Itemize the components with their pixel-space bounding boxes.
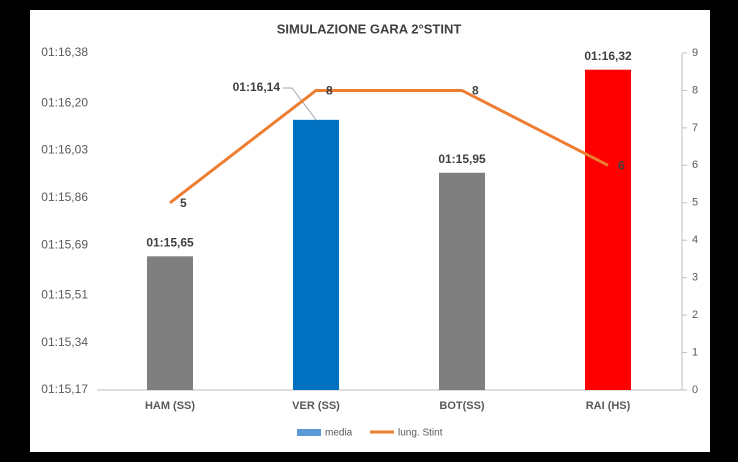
data-label: 5: [180, 196, 187, 210]
bar: [585, 69, 631, 390]
data-label: 01:16,14: [233, 80, 281, 94]
y-tick-label: 01:16,38: [41, 45, 88, 59]
y-tick-label: 01:16,03: [41, 143, 88, 157]
data-label: 01:15,95: [438, 152, 486, 166]
y2-tick-label: 4: [692, 234, 698, 246]
data-label: 8: [472, 84, 479, 98]
y-tick-label: 01:16,20: [41, 95, 88, 109]
data-label: 01:15,65: [146, 235, 194, 249]
y2-tick-label: 6: [692, 159, 698, 171]
legend-label: media: [325, 428, 353, 439]
y2-tick-label: 7: [692, 122, 698, 134]
y2-tick-label: 2: [692, 309, 698, 321]
y2-tick-label: 3: [692, 272, 698, 284]
bar: [439, 172, 485, 390]
bar: [147, 256, 193, 390]
leader-line: [283, 87, 317, 121]
y-tick-label: 01:15,17: [41, 382, 88, 396]
data-label: 01:16,32: [584, 49, 632, 63]
x-tick-label: RAI (HS): [586, 400, 631, 412]
y-tick-label: 01:15,86: [41, 190, 88, 204]
chart-title: SIMULAZIONE GARA 2°STINT: [277, 21, 462, 36]
data-label: 8: [326, 84, 333, 98]
x-tick-label: BOT(SS): [439, 400, 485, 412]
y2-tick-label: 5: [692, 197, 698, 209]
x-tick-label: HAM (SS): [145, 400, 195, 412]
y-tick-label: 01:15,51: [41, 287, 88, 301]
line: [169, 88, 609, 204]
y2-tick-label: 0: [692, 384, 698, 396]
legend-label: lung. Stint: [398, 428, 443, 439]
bar: [293, 119, 339, 391]
x-tick-label: VER (SS): [292, 400, 340, 412]
y2-tick-label: 9: [692, 47, 698, 59]
y2-tick-label: 8: [692, 84, 698, 96]
legend-swatch: [297, 429, 321, 436]
y-tick-label: 01:15,34: [41, 335, 88, 349]
y2-tick-label: 1: [692, 346, 698, 358]
data-label: 6: [618, 159, 625, 173]
y-tick-label: 01:15,69: [41, 237, 88, 251]
